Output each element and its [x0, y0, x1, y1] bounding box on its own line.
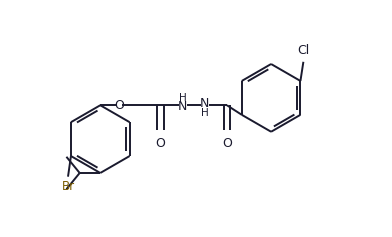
Text: O: O — [222, 137, 232, 150]
Text: N: N — [178, 100, 187, 113]
Text: N: N — [200, 97, 209, 110]
Text: Br: Br — [62, 180, 74, 193]
Text: H: H — [201, 108, 209, 118]
Text: O: O — [114, 99, 124, 112]
Text: O: O — [156, 137, 165, 150]
Text: H: H — [179, 93, 187, 103]
Text: Cl: Cl — [297, 44, 310, 56]
